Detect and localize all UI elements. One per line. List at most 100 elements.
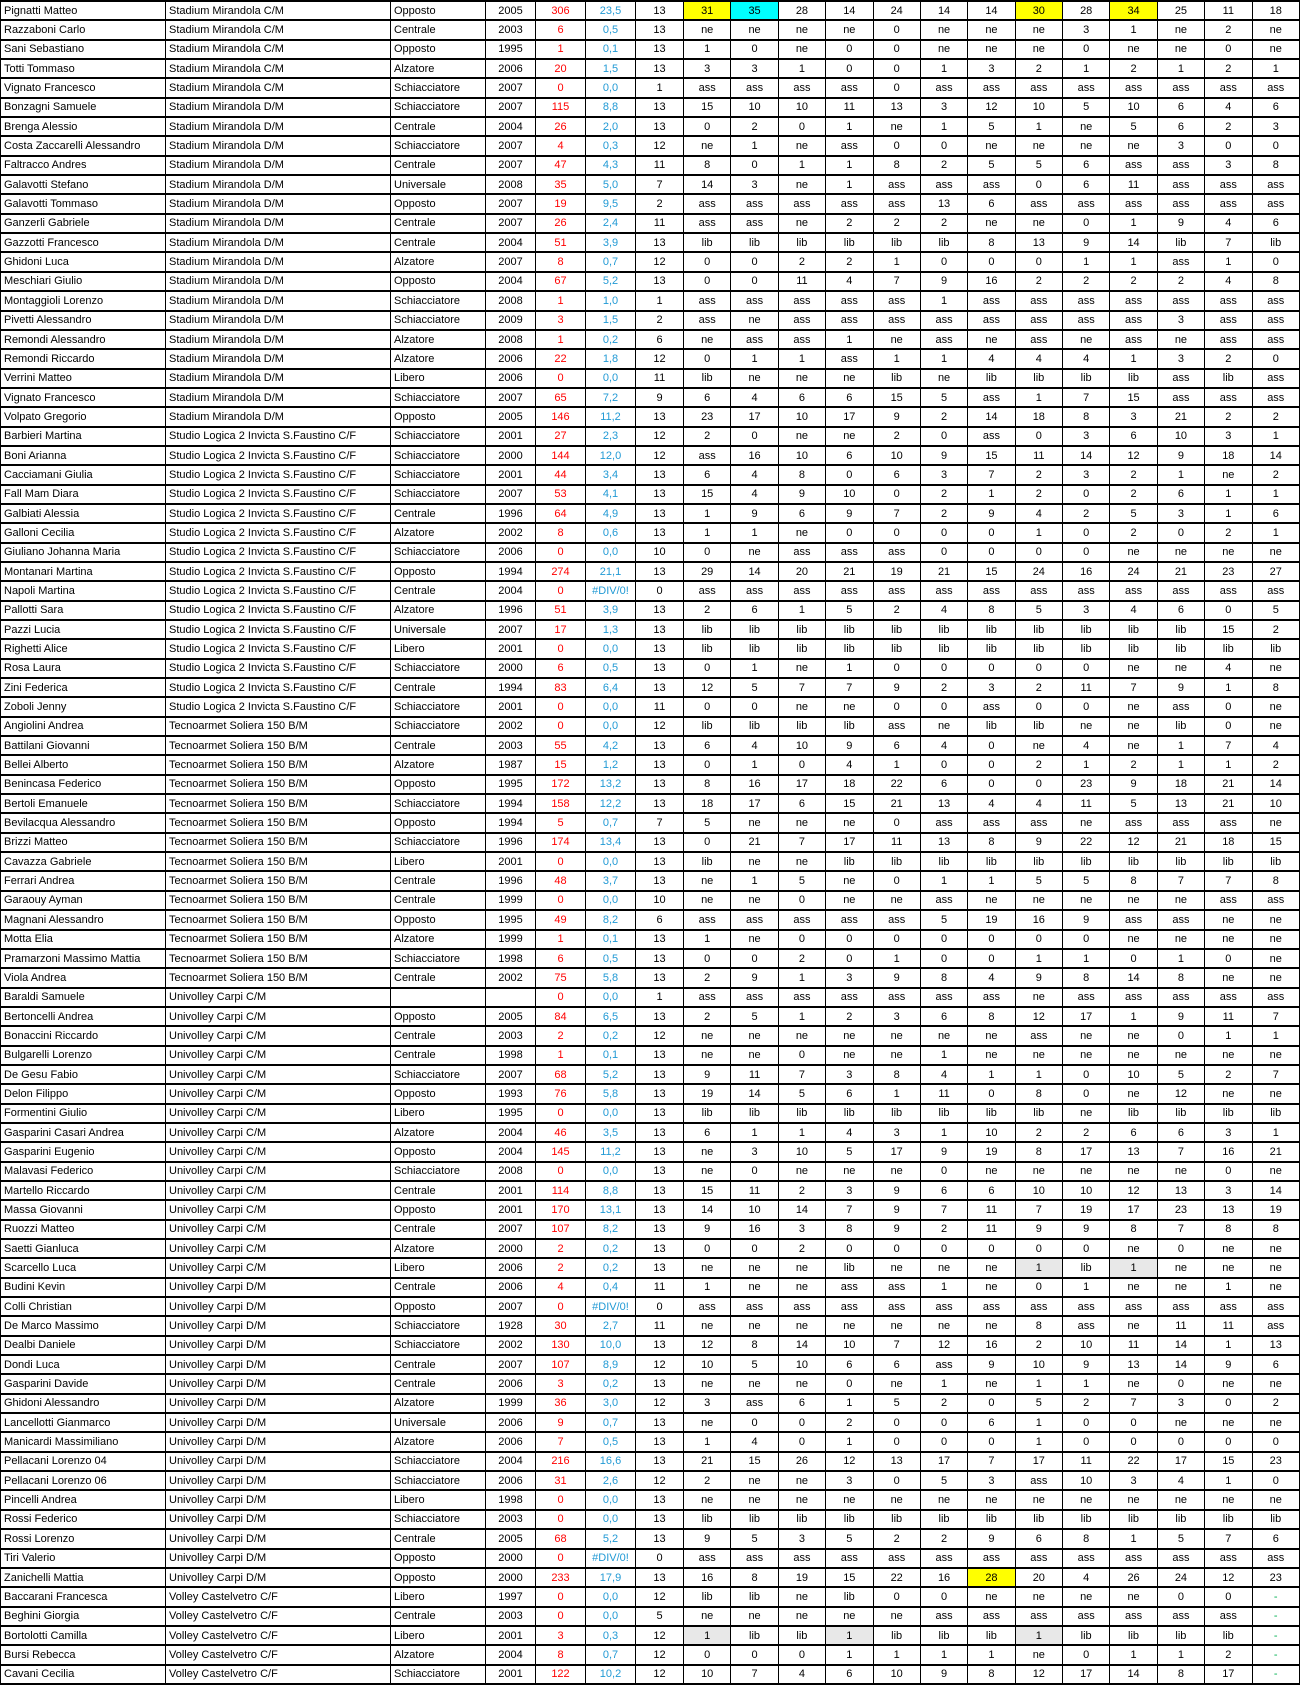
cell-games[interactable]: 13 — [635, 1063, 684, 1086]
cell-match-6[interactable]: ass — [919, 77, 969, 99]
cell-match-4[interactable]: ass — [825, 986, 874, 1008]
cell-games[interactable]: 12 — [635, 1354, 684, 1376]
cell-match-11[interactable]: 3 — [1156, 348, 1206, 370]
cell-games[interactable]: 13 — [635, 232, 684, 254]
cell-role[interactable]: Opposto — [390, 0, 486, 22]
cell-match-13[interactable]: 4 — [1251, 735, 1300, 757]
cell-total[interactable]: 8 — [535, 1644, 586, 1666]
cell-name[interactable]: Fall Mam Diara — [0, 483, 166, 505]
cell-team[interactable]: Stadium Mirandola D/M — [165, 251, 391, 273]
cell-match-1[interactable]: 21 — [682, 1450, 732, 1473]
cell-team[interactable]: Tecnoarmet Soliera 150 B/M — [165, 947, 391, 970]
cell-team[interactable]: Studio Logica 2 Invicta S.Faustino C/F — [165, 657, 391, 680]
cell-team[interactable]: Studio Logica 2 Invicta S.Faustino C/F — [165, 618, 391, 641]
cell-match-5[interactable]: 0 — [872, 870, 921, 892]
cell-name[interactable]: Angiolini Andrea — [0, 715, 166, 738]
cell-games[interactable]: 13 — [635, 677, 684, 699]
cell-match-10[interactable]: 5 — [1109, 793, 1158, 815]
cell-team[interactable]: Studio Logica 2 Invicta S.Faustino C/F — [165, 444, 391, 467]
cell-match-11[interactable]: 9 — [1156, 212, 1206, 235]
cell-name[interactable]: Rossi Lorenzo — [0, 1528, 166, 1550]
cell-match-13[interactable]: ne — [1251, 1044, 1300, 1066]
cell-total[interactable]: 3 — [535, 1624, 586, 1647]
cell-year[interactable]: 2007 — [485, 135, 536, 157]
cell-year[interactable]: 2006 — [485, 367, 536, 389]
cell-role[interactable]: Alzatore — [390, 754, 486, 776]
cell-match-12[interactable]: 0 — [1204, 696, 1253, 718]
cell-match-13[interactable]: 6 — [1251, 96, 1300, 119]
cell-name[interactable]: Garaouy Ayman — [0, 889, 166, 912]
cell-year[interactable]: 1994 — [485, 677, 536, 699]
cell-match-4[interactable]: lib — [825, 232, 874, 254]
cell-average[interactable]: 17,9 — [585, 1566, 636, 1589]
cell-match-13[interactable]: 7 — [1251, 1063, 1300, 1086]
cell-name[interactable]: Galavotti Tommaso — [0, 193, 166, 215]
cell-total[interactable]: 55 — [535, 735, 586, 757]
cell-match-1[interactable]: 12 — [682, 677, 732, 699]
cell-year[interactable]: 2001 — [485, 1199, 536, 1221]
cell-match-7[interactable]: 3 — [967, 677, 1016, 699]
cell-match-11[interactable]: ne — [1156, 541, 1206, 563]
cell-match-2[interactable]: ass — [730, 986, 779, 1008]
cell-match-2[interactable]: ne — [730, 812, 779, 834]
cell-match-12[interactable]: ass — [1204, 580, 1253, 602]
cell-match-12[interactable]: 1 — [1204, 251, 1253, 273]
cell-match-13[interactable]: ne — [1251, 928, 1300, 950]
cell-average[interactable]: 5,2 — [585, 1528, 636, 1550]
cell-games[interactable]: 13 — [635, 502, 684, 525]
cell-match-7[interactable]: ne — [967, 328, 1016, 351]
cell-match-10[interactable]: 34 — [1109, 0, 1158, 22]
cell-match-7[interactable]: 0 — [967, 541, 1016, 563]
cell-name[interactable]: Pellacani Lorenzo 04 — [0, 1450, 166, 1473]
cell-match-10[interactable]: 13 — [1109, 1141, 1158, 1163]
cell-games[interactable]: 13 — [635, 1141, 684, 1163]
cell-total[interactable]: 0 — [535, 1296, 586, 1318]
cell-team[interactable]: Univolley Carpi D/M — [165, 1450, 391, 1473]
cell-match-3[interactable]: ne — [777, 135, 827, 157]
cell-match-4[interactable]: 0 — [825, 1237, 874, 1260]
cell-match-7[interactable]: 0 — [967, 1392, 1016, 1415]
cell-match-12[interactable]: 8 — [1204, 1218, 1253, 1241]
cell-match-11[interactable]: 14 — [1156, 1354, 1206, 1376]
cell-total[interactable]: 274 — [535, 560, 586, 583]
cell-match-5[interactable]: 0 — [872, 928, 921, 950]
cell-match-7[interactable]: ass — [967, 1547, 1016, 1569]
cell-average[interactable]: 8,2 — [585, 1218, 636, 1241]
cell-year[interactable]: 2006 — [485, 348, 536, 370]
cell-name[interactable]: Verrini Matteo — [0, 367, 166, 389]
cell-match-13[interactable]: 10 — [1251, 793, 1300, 815]
cell-role[interactable]: Schiacciatore — [390, 1470, 486, 1492]
cell-match-1[interactable]: 18 — [682, 793, 732, 815]
cell-match-11[interactable]: 8 — [1156, 1663, 1206, 1685]
cell-match-8[interactable]: ne — [1014, 986, 1064, 1008]
cell-match-12[interactable]: ne — [1204, 967, 1253, 989]
cell-match-8[interactable]: 24 — [1014, 560, 1064, 583]
cell-match-9[interactable]: 5 — [1061, 870, 1111, 892]
cell-average[interactable]: 0,0 — [585, 889, 636, 912]
cell-average[interactable]: 4,9 — [585, 502, 636, 525]
cell-role[interactable]: Schiacciatore — [390, 290, 486, 312]
cell-total[interactable]: 3 — [535, 309, 586, 331]
cell-match-9[interactable]: 9 — [1061, 1354, 1111, 1376]
cell-match-12[interactable]: 1 — [1204, 1334, 1253, 1357]
cell-year[interactable]: 2005 — [485, 1005, 536, 1028]
cell-match-5[interactable]: lib — [872, 1508, 921, 1531]
cell-match-4[interactable]: 0 — [825, 38, 874, 61]
cell-match-2[interactable]: ass — [730, 909, 779, 931]
cell-name[interactable]: Pivetti Alessandro — [0, 309, 166, 331]
cell-match-11[interactable]: 5 — [1156, 1063, 1206, 1086]
cell-match-7[interactable]: ne — [967, 38, 1016, 61]
cell-match-7[interactable]: 0 — [967, 1431, 1016, 1453]
cell-year[interactable]: 2006 — [485, 1470, 536, 1492]
cell-role[interactable]: Libero — [390, 638, 486, 660]
cell-match-5[interactable]: ne — [872, 1605, 921, 1627]
cell-match-1[interactable]: ass — [682, 580, 732, 602]
cell-games[interactable]: 12 — [635, 1663, 684, 1685]
cell-match-1[interactable]: ne — [682, 19, 732, 41]
cell-match-11[interactable]: 0 — [1156, 1025, 1206, 1047]
cell-match-11[interactable]: ass — [1156, 909, 1206, 931]
cell-match-7[interactable]: 5 — [967, 154, 1016, 177]
cell-year[interactable]: 2003 — [485, 1025, 536, 1047]
cell-total[interactable]: 1 — [535, 328, 586, 351]
cell-name[interactable]: De Marco Massimo — [0, 1315, 166, 1337]
